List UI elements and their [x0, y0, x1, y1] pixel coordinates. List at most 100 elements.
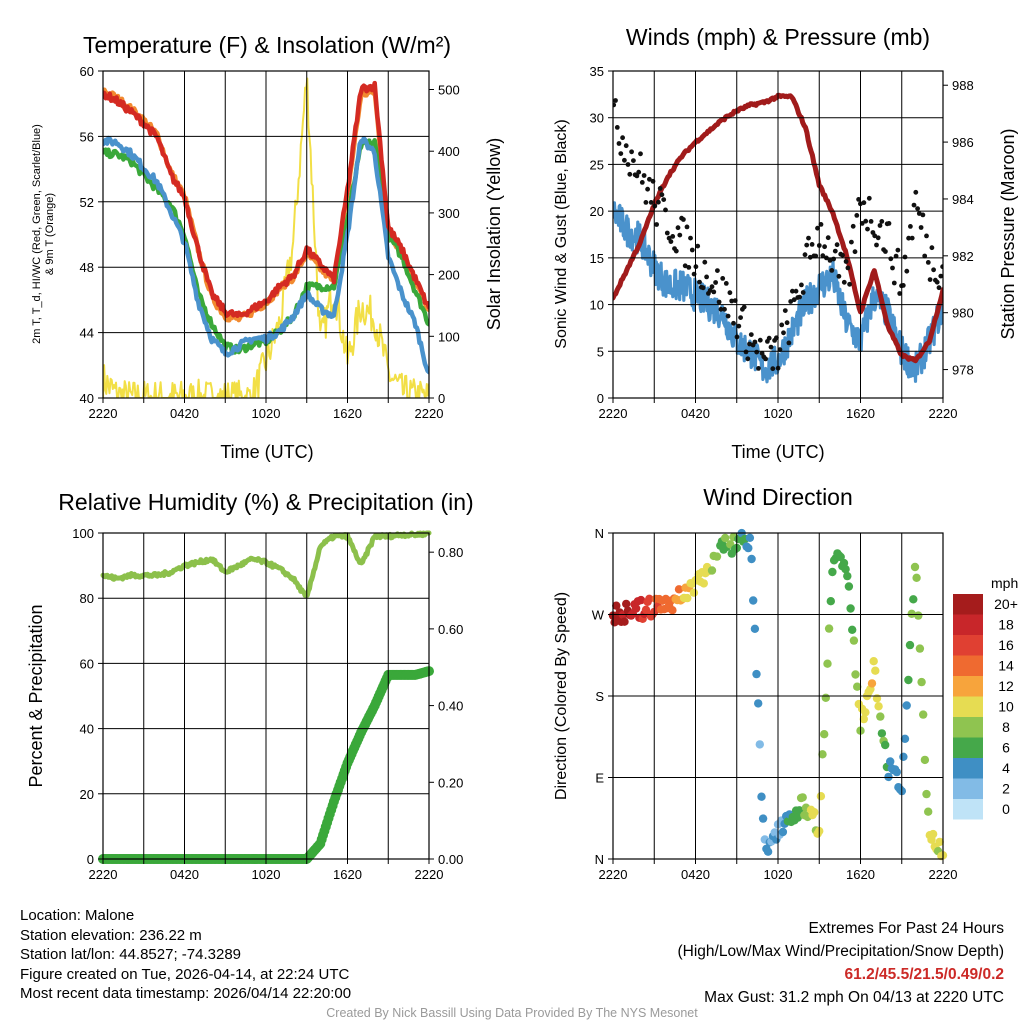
- gust-dot: [725, 313, 731, 319]
- rh-xtick-label: 2220: [89, 867, 118, 882]
- direction-dot: [757, 792, 766, 801]
- direction-dot: [620, 617, 629, 626]
- gust-dot: [843, 259, 849, 264]
- direction-dot: [886, 757, 895, 766]
- gust-dot: [766, 335, 772, 341]
- gust-dot: [868, 219, 874, 224]
- direction-dot: [826, 597, 835, 606]
- temp-y2tick-label: 0: [438, 391, 445, 406]
- gust-dot: [627, 171, 633, 177]
- gust-dot: [784, 320, 790, 326]
- gust-dot: [893, 253, 899, 259]
- direction-dot: [915, 644, 925, 653]
- gust-dot: [720, 276, 726, 281]
- gust-dot: [927, 277, 933, 282]
- info-location: Location: Malone: [20, 907, 135, 924]
- gust-dot: [877, 223, 883, 228]
- direction-dot: [824, 624, 834, 633]
- wind-y2tick-label: 980: [952, 306, 974, 321]
- dir-xtick-label: 2220: [929, 867, 958, 882]
- direction-dot: [871, 666, 880, 675]
- info-created: Figure created on Tue, 2026-04-14, at 22…: [20, 965, 350, 983]
- gust-dot: [661, 197, 667, 203]
- legend-title: mph: [991, 575, 1018, 591]
- gust-dot: [648, 200, 654, 205]
- gust-dot: [809, 242, 815, 247]
- dir-ytick-label: N: [595, 852, 604, 867]
- legend-label: 18: [998, 617, 1014, 633]
- legend-label: 6: [1002, 740, 1010, 756]
- gust-dot: [731, 320, 736, 326]
- gust-dot: [748, 332, 754, 337]
- temp-ytick-label: 56: [80, 129, 94, 144]
- gust-dot: [656, 199, 661, 205]
- gust-dot: [850, 223, 856, 229]
- extremes-gust: Max Gust: 31.2 mph On 04/13 at 2220 UTC: [704, 989, 1004, 1006]
- direction-dot: [631, 604, 641, 613]
- direction-dot: [798, 793, 807, 802]
- gust-dot: [623, 143, 629, 149]
- legend-swatch: [953, 737, 983, 758]
- direction-dot: [793, 813, 802, 822]
- wind-xtick-label: 2220: [599, 406, 628, 421]
- direction-dot: [752, 669, 761, 679]
- direction-dot: [849, 636, 859, 645]
- gust-dot: [738, 315, 743, 320]
- wind-ytick-label: 5: [597, 344, 604, 359]
- gust-dot: [620, 135, 625, 141]
- gust-dot: [918, 225, 924, 230]
- wind-title: Winds (mph) & Pressure (mb): [626, 24, 930, 50]
- direction-dot: [689, 588, 699, 597]
- gust-dot: [652, 203, 658, 209]
- gust-dot: [613, 102, 617, 108]
- direction-dot: [905, 640, 915, 650]
- gust-dot: [729, 298, 735, 304]
- gust-dot: [925, 260, 931, 265]
- gust-dot: [704, 274, 709, 280]
- direction-dot: [763, 847, 773, 856]
- gust-dot: [757, 337, 763, 343]
- direction-dot: [758, 814, 768, 823]
- gust-dot: [747, 341, 752, 347]
- gust-dot: [911, 202, 917, 208]
- direction-dot: [869, 657, 878, 666]
- gust-dot: [815, 225, 820, 231]
- legend-swatch: [953, 778, 983, 799]
- gust-dot: [827, 258, 833, 263]
- dir-xtick-label: 1620: [846, 867, 875, 882]
- direction-dot: [922, 789, 931, 799]
- info-latlon: Station lat/lon: 44.8527; -74.3289: [20, 946, 242, 963]
- gust-dot: [822, 244, 827, 250]
- direction-dot: [899, 752, 908, 761]
- legend-swatch: [953, 717, 983, 738]
- gust-dot: [904, 268, 910, 274]
- gust-dot: [924, 233, 929, 239]
- wind-ytick-label: 0: [597, 391, 604, 406]
- gust-dot: [931, 267, 936, 273]
- gust-dot: [863, 218, 869, 224]
- gust-dot: [629, 149, 634, 155]
- wind-y2tick-label: 986: [952, 135, 974, 150]
- gust-dot: [866, 195, 872, 201]
- temperature-panel: Temperature (F) & Insolation (W/m²) 2220…: [31, 32, 504, 462]
- gust-dot: [902, 254, 908, 260]
- direction-dot: [919, 710, 928, 719]
- gust-dot: [865, 226, 870, 232]
- gust-dot: [631, 158, 636, 164]
- station-info: Location: Malone Station elevation: 236.…: [20, 906, 351, 1004]
- gust-dot: [938, 273, 943, 279]
- dir-title: Wind Direction: [703, 484, 853, 510]
- gust-dot: [781, 330, 786, 336]
- info-recent: Most recent data timestamp: 2026/04/14 2…: [20, 985, 352, 1002]
- extremes-heading: Extremes For Past 24 Hours: [808, 920, 1004, 937]
- gust-dot: [614, 125, 620, 130]
- dir-ytick-label: W: [592, 608, 605, 623]
- legend-label: 16: [998, 637, 1014, 653]
- gust-dot: [616, 141, 622, 146]
- gust-dot: [840, 252, 845, 258]
- dir-xtick-label: 2220: [599, 867, 628, 882]
- direction-dot: [754, 699, 763, 708]
- wind-y2tick-label: 988: [952, 78, 974, 93]
- extremes-box: Extremes For Past 24 Hours (High/Low/Max…: [678, 917, 1005, 1009]
